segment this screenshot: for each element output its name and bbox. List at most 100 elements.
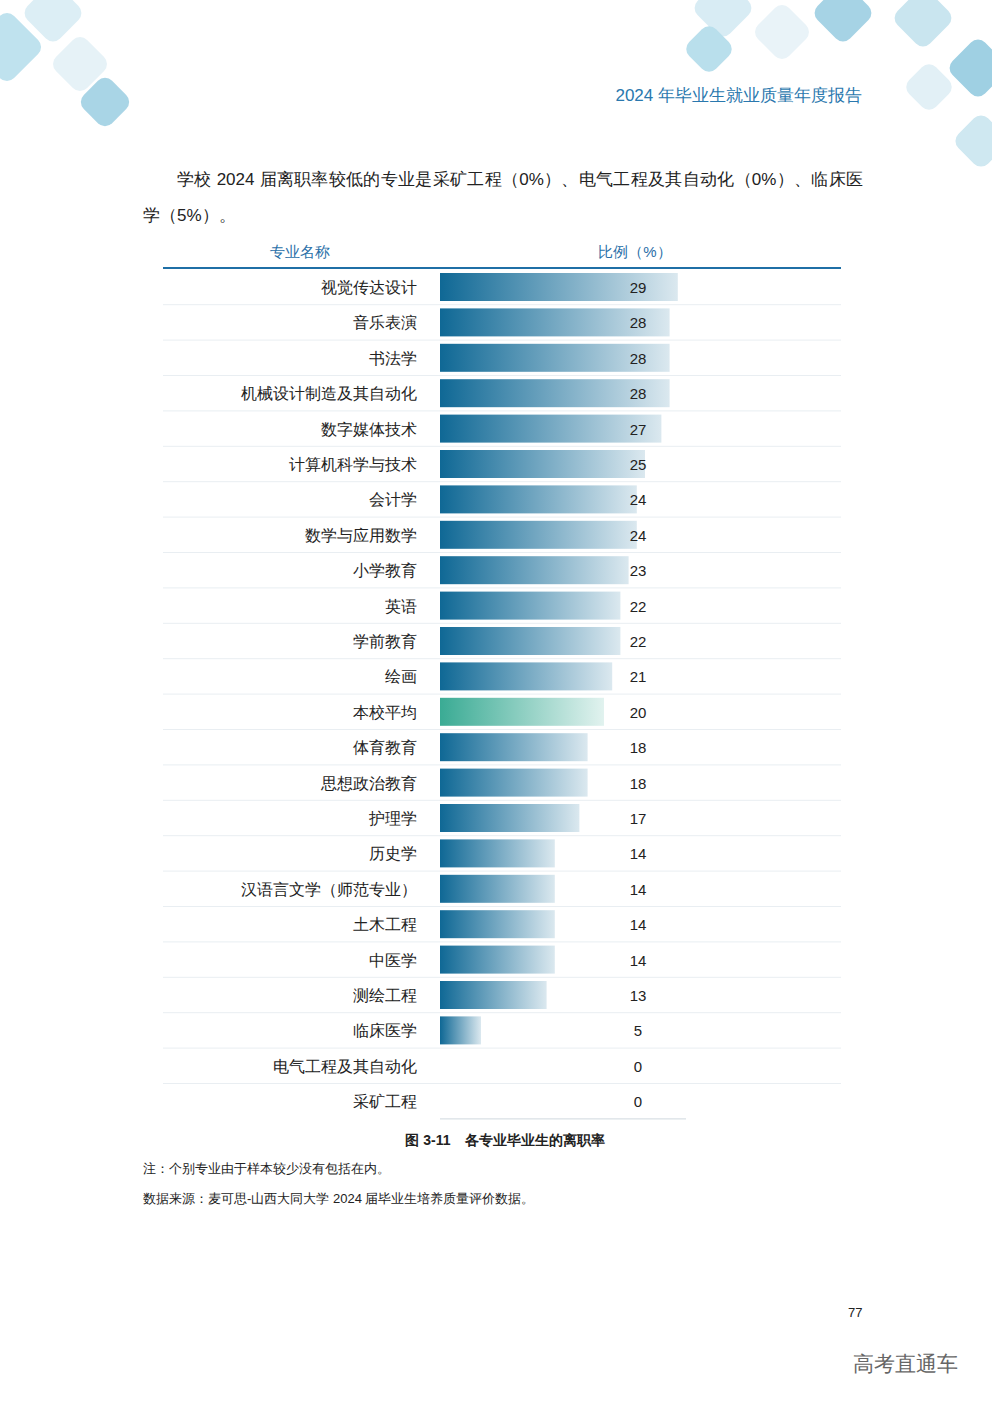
category-label: 土木工程 bbox=[353, 916, 417, 933]
data-label: 14 bbox=[630, 916, 647, 933]
bar bbox=[440, 521, 637, 549]
page-header: 2024 年毕业生就业质量年度报告 bbox=[615, 84, 862, 107]
category-label: 思想政治教育 bbox=[320, 775, 417, 792]
row-separator bbox=[163, 375, 841, 376]
bar bbox=[440, 1052, 441, 1080]
category-label: 绘画 bbox=[385, 668, 417, 685]
bar bbox=[440, 733, 588, 761]
note: 注：个别专业由于样本较少没有包括在内。 bbox=[143, 1160, 390, 1178]
category-label: 书法学 bbox=[369, 350, 417, 367]
data-label: 23 bbox=[630, 562, 647, 579]
category-label: 音乐表演 bbox=[353, 314, 417, 331]
bar bbox=[440, 804, 579, 832]
row-separator bbox=[163, 941, 841, 942]
decoration bbox=[810, 0, 875, 46]
row-separator bbox=[163, 729, 841, 730]
data-label: 14 bbox=[630, 881, 647, 898]
category-label: 护理学 bbox=[368, 810, 417, 827]
row-separator bbox=[163, 623, 841, 624]
category-label: 会计学 bbox=[369, 491, 417, 508]
data-label: 14 bbox=[630, 845, 647, 862]
category-label: 小学教育 bbox=[353, 562, 417, 579]
category-label: 测绘工程 bbox=[353, 987, 417, 1004]
bar bbox=[440, 450, 645, 478]
bar bbox=[440, 308, 670, 336]
row-separator bbox=[163, 906, 841, 907]
row-separator bbox=[163, 871, 841, 872]
category-label: 历史学 bbox=[369, 845, 417, 862]
decoration bbox=[902, 60, 956, 114]
chart: 专业名称比例（%）视觉传达设计29音乐表演28书法学28机械设计制造及其自动化2… bbox=[0, 0, 992, 1403]
row-separator bbox=[163, 481, 841, 482]
watermark: 高考直通车 bbox=[853, 1350, 958, 1378]
bar bbox=[440, 769, 588, 797]
row-separator bbox=[163, 340, 841, 341]
category-label: 学前教育 bbox=[353, 633, 417, 650]
bar bbox=[440, 662, 612, 690]
data-label: 28 bbox=[630, 350, 647, 367]
row-separator bbox=[163, 1048, 841, 1049]
column-head: 专业名称 bbox=[270, 243, 330, 260]
row-separator bbox=[163, 410, 841, 411]
bar bbox=[440, 698, 604, 726]
row-separator bbox=[163, 764, 841, 765]
decoration bbox=[945, 35, 992, 100]
row-separator bbox=[163, 1012, 841, 1013]
row-separator bbox=[163, 517, 841, 518]
data-label: 0 bbox=[634, 1058, 642, 1075]
data-label: 17 bbox=[630, 810, 647, 827]
category-label: 临床医学 bbox=[353, 1022, 417, 1039]
header-rule bbox=[163, 267, 841, 269]
paragraph: 学校 2024 届离职率较低的专业是采矿工程（0%）、电气工程及其自动化（0%）… bbox=[143, 162, 863, 234]
data-label: 25 bbox=[630, 456, 647, 473]
decoration bbox=[951, 111, 992, 170]
row-separator bbox=[163, 977, 841, 978]
category-label: 中医学 bbox=[369, 952, 417, 969]
bar bbox=[440, 910, 555, 938]
category-label: 计算机科学与技术 bbox=[289, 456, 417, 473]
data-label: 24 bbox=[630, 491, 647, 508]
data-label: 22 bbox=[630, 598, 647, 615]
row-separator bbox=[163, 587, 841, 588]
row-separator bbox=[163, 835, 841, 836]
category-label: 本校平均 bbox=[353, 704, 417, 721]
data-label: 29 bbox=[630, 279, 647, 296]
data-label: 27 bbox=[630, 421, 647, 438]
data-label: 28 bbox=[630, 314, 647, 331]
bar bbox=[440, 839, 555, 867]
category-label: 数字媒体技术 bbox=[321, 421, 417, 438]
bar bbox=[440, 627, 620, 655]
bar bbox=[440, 1016, 481, 1044]
decoration bbox=[751, 1, 813, 63]
data-label: 18 bbox=[630, 775, 647, 792]
bar bbox=[440, 1087, 441, 1115]
bar bbox=[440, 379, 670, 407]
data-label: 20 bbox=[630, 704, 647, 721]
category-label: 英语 bbox=[385, 598, 417, 615]
bar bbox=[440, 875, 555, 903]
decoration bbox=[890, 0, 955, 51]
bar bbox=[440, 946, 555, 974]
category-label: 采矿工程 bbox=[353, 1093, 417, 1110]
category-label: 数学与应用数学 bbox=[305, 527, 417, 544]
bar bbox=[440, 981, 547, 1009]
data-label: 24 bbox=[630, 527, 647, 544]
bar bbox=[440, 415, 661, 443]
page-number: 77 bbox=[848, 1305, 862, 1320]
bars bbox=[440, 273, 678, 1044]
source: 数据来源：麦可思-山西大同大学 2024 届毕业生培养质量评价数据。 bbox=[143, 1190, 534, 1208]
data-label: 18 bbox=[630, 739, 647, 756]
row-separator bbox=[163, 1083, 841, 1084]
chart-title: 图 3-11 各专业毕业生的离职率 bbox=[405, 1132, 604, 1148]
row-separator bbox=[163, 658, 841, 659]
row-separator bbox=[163, 446, 841, 447]
bar bbox=[440, 485, 637, 513]
bar bbox=[440, 592, 620, 620]
row-separator bbox=[163, 552, 841, 553]
column-head: 比例（%） bbox=[598, 243, 671, 260]
data-label: 21 bbox=[630, 668, 647, 685]
bar bbox=[440, 344, 670, 372]
category-label: 机械设计制造及其自动化 bbox=[241, 385, 417, 402]
bar bbox=[440, 556, 629, 584]
data-label: 22 bbox=[630, 633, 647, 650]
